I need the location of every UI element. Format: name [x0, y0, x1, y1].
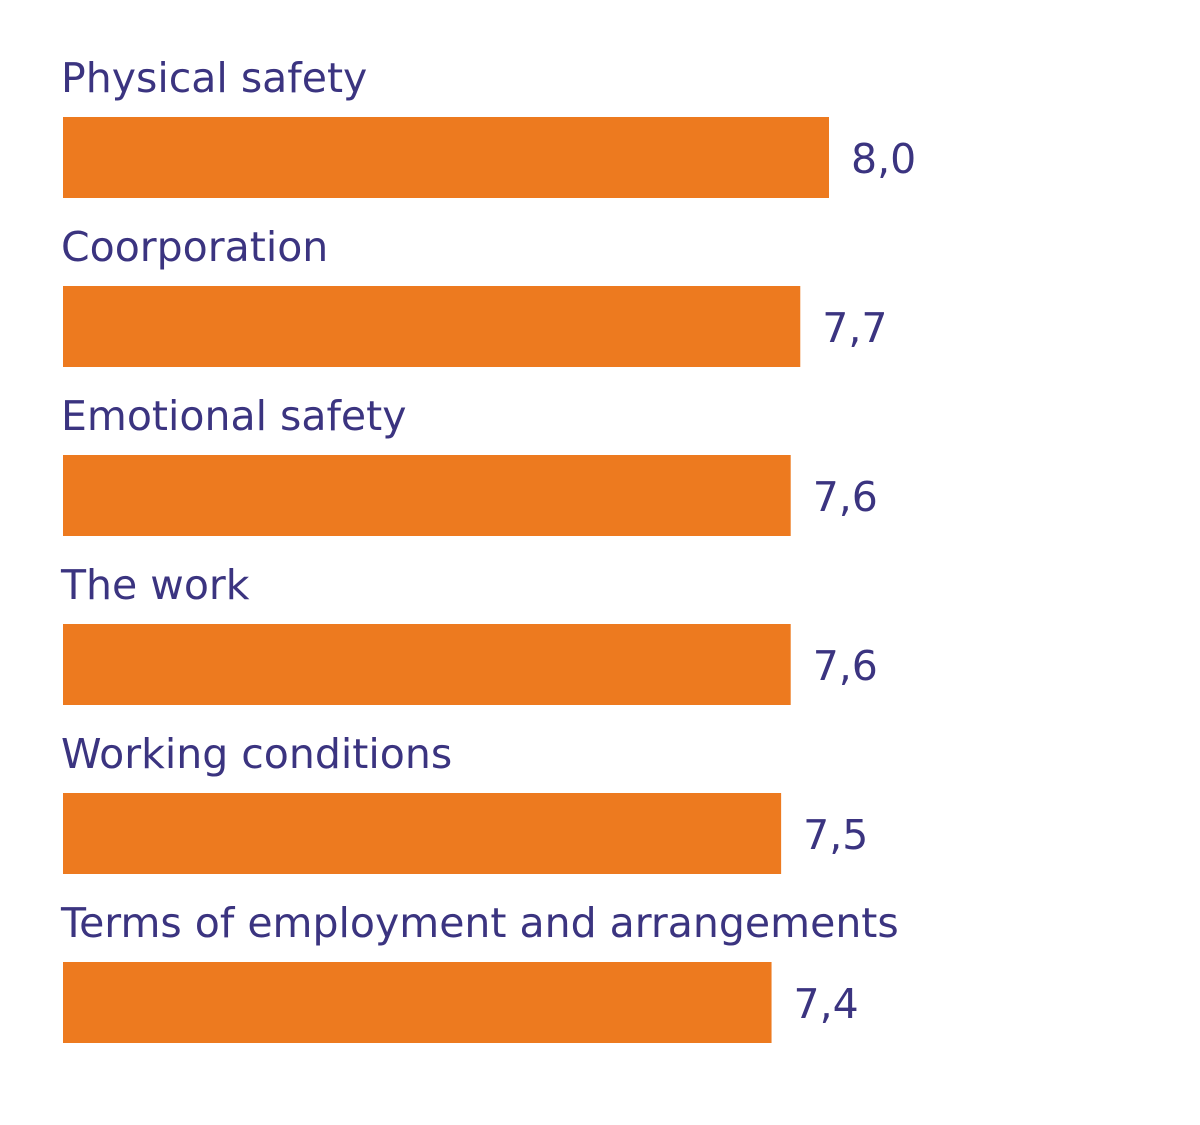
value-label: 7,7 [822, 304, 887, 352]
value-label: 7,4 [794, 980, 859, 1028]
category-label: Emotional safety [61, 392, 407, 440]
value-label: 8,0 [851, 135, 916, 183]
category-label: Working conditions [61, 730, 452, 778]
bar [63, 286, 801, 367]
bar [63, 793, 782, 874]
category-label: Coorporation [61, 223, 328, 271]
bar [63, 624, 791, 705]
category-label: Terms of employment and arrangements [60, 899, 899, 947]
bar [63, 455, 791, 536]
value-label: 7,6 [813, 473, 878, 521]
value-label: 7,6 [813, 642, 878, 690]
bar [63, 962, 772, 1043]
category-label: The work [60, 561, 250, 609]
category-label: Physical safety [61, 54, 367, 102]
value-label: 7,5 [803, 811, 868, 859]
bar [63, 117, 829, 198]
